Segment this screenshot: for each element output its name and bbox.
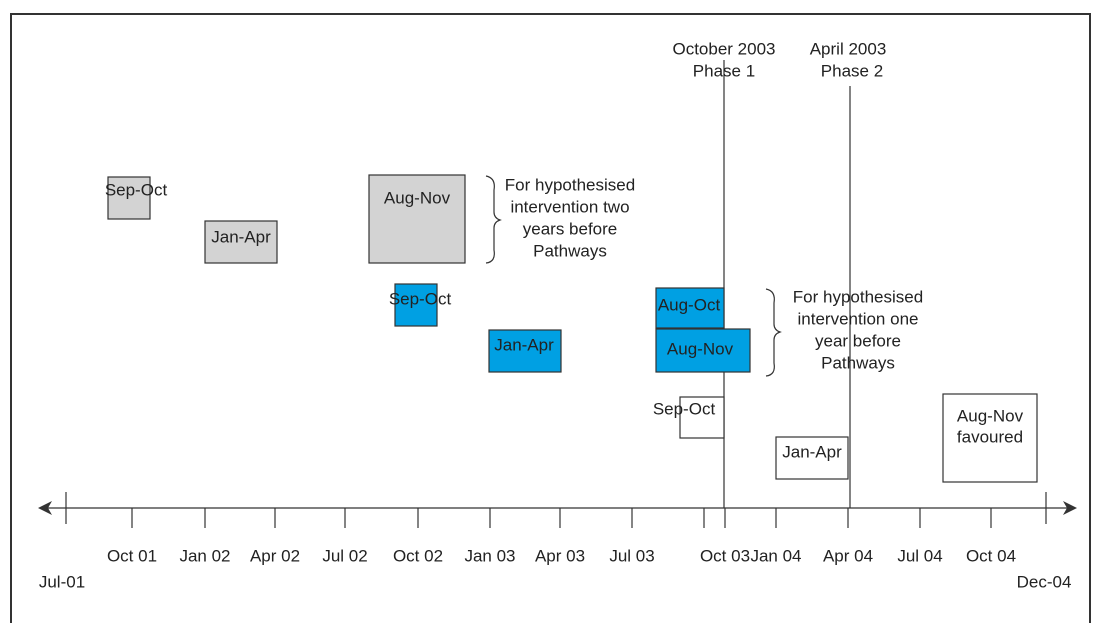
tick-label: Jan 03 — [464, 546, 515, 565]
axis-end: Dec-04 — [1017, 572, 1072, 591]
axis-start: Jul-01 — [39, 572, 85, 591]
brace — [485, 175, 502, 264]
box-label: Aug-Oct — [658, 295, 721, 314]
period-box — [655, 328, 751, 373]
box-label: Jan-Apr — [494, 335, 554, 354]
box-label: Sep-Oct — [653, 399, 716, 418]
box-label: Jan-Apr — [782, 442, 842, 461]
period-box — [394, 283, 438, 327]
period-box — [204, 220, 278, 264]
tick-label: Jul 03 — [609, 546, 654, 565]
box-label: favoured — [957, 427, 1023, 446]
brace — [765, 288, 782, 377]
period-box — [655, 287, 725, 329]
period-box — [107, 176, 151, 220]
tick-label: Oct 04 — [966, 546, 1016, 565]
tick-label: Oct 01 — [107, 546, 157, 565]
period-box — [942, 393, 1038, 483]
note-line: For hypothesised — [505, 175, 635, 194]
tick-label: Oct 02 — [393, 546, 443, 565]
tick-label: Apr 04 — [823, 546, 873, 565]
period-box — [775, 436, 849, 480]
box-label: Jan-Apr — [211, 227, 271, 246]
period-box — [679, 396, 725, 439]
tick-label: Oct 03 — [700, 546, 750, 565]
tick-label: Apr 03 — [535, 546, 585, 565]
axis-ticks — [65, 492, 1047, 528]
phase-date: October 2003 — [672, 39, 775, 58]
phase-label: Phase 2 — [821, 61, 883, 80]
tick-label: Jan 02 — [179, 546, 230, 565]
phase-date: April 2003 — [810, 39, 887, 58]
note-line: Pathways — [533, 241, 607, 260]
box-label: Aug-Nov — [384, 188, 451, 207]
box-label: Aug-Nov — [667, 339, 734, 358]
period-box — [488, 329, 562, 373]
frame — [10, 13, 1091, 623]
note-line: year before — [815, 331, 901, 350]
tick-label: Jul 02 — [322, 546, 367, 565]
note-line: Pathways — [821, 353, 895, 372]
tick-label: Apr 02 — [250, 546, 300, 565]
tick-label: Jul 04 — [897, 546, 942, 565]
period-box — [368, 174, 466, 264]
note-line: For hypothesised — [793, 287, 923, 306]
tick-label: Jan 04 — [750, 546, 801, 565]
box-label: Sep-Oct — [389, 289, 452, 308]
note-line: intervention one — [798, 309, 919, 328]
notes: For hypothesised intervention two years be… — [505, 175, 923, 372]
phase-label: Phase 1 — [693, 61, 755, 80]
box-label: Sep-Oct — [105, 180, 168, 199]
box-label: Aug-Nov — [957, 406, 1024, 425]
note-line: years before — [523, 219, 618, 238]
note-line: intervention two — [510, 197, 629, 216]
